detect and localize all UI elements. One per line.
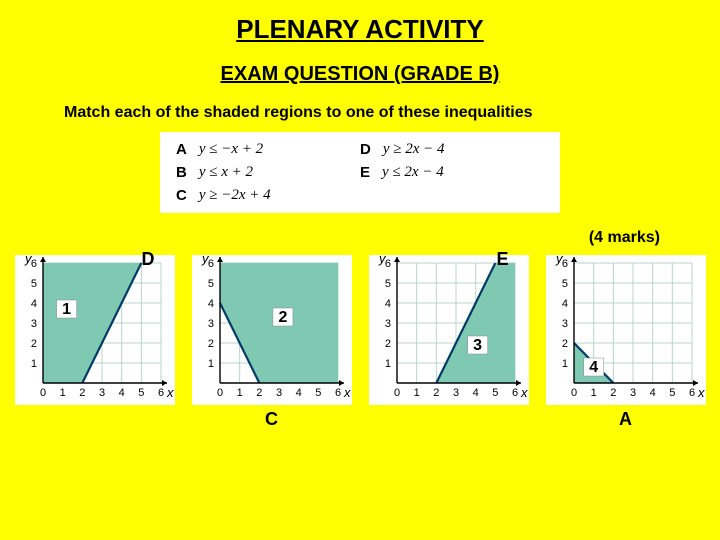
svg-text:2: 2 <box>384 338 390 350</box>
svg-text:1: 1 <box>62 301 71 318</box>
svg-text:2: 2 <box>561 338 567 350</box>
chart-svg: 0123456123456xy4 <box>546 255 706 405</box>
svg-text:2: 2 <box>207 338 213 350</box>
svg-text:5: 5 <box>492 387 498 399</box>
chart-2: 0123456123456xy2C <box>192 255 352 410</box>
svg-text:x: x <box>697 385 705 400</box>
ineq-expr: y ≤ −x + 2 <box>199 141 263 158</box>
svg-text:5: 5 <box>384 278 390 290</box>
inequality-A: A y ≤ −x + 2 <box>176 138 360 161</box>
answer-label-3: E <box>496 249 508 270</box>
svg-text:1: 1 <box>413 387 419 399</box>
svg-text:x: x <box>520 385 528 400</box>
svg-text:5: 5 <box>207 278 213 290</box>
svg-text:2: 2 <box>79 387 85 399</box>
ineq-label: A <box>176 141 187 158</box>
svg-text:6: 6 <box>688 387 694 399</box>
svg-text:2: 2 <box>30 338 36 350</box>
ineq-expr: y ≤ x + 2 <box>199 164 253 181</box>
ineq-expr: y ≤ 2x − 4 <box>382 164 444 181</box>
svg-text:3: 3 <box>629 387 635 399</box>
svg-text:4: 4 <box>207 298 213 310</box>
svg-text:5: 5 <box>30 278 36 290</box>
svg-text:1: 1 <box>384 358 390 370</box>
ineq-label: E <box>360 164 370 181</box>
ineq-expr: y ≥ −2x + 4 <box>199 187 271 204</box>
svg-text:5: 5 <box>138 387 144 399</box>
svg-text:4: 4 <box>472 387 478 399</box>
ineq-label: C <box>176 187 187 204</box>
ineq-label: B <box>176 164 187 181</box>
svg-text:1: 1 <box>59 387 65 399</box>
chart-svg: 0123456123456xy1 <box>15 255 175 405</box>
ineq-label: D <box>360 141 371 158</box>
svg-text:2: 2 <box>256 387 262 399</box>
svg-text:4: 4 <box>649 387 655 399</box>
svg-text:6: 6 <box>157 387 163 399</box>
svg-text:0: 0 <box>570 387 576 399</box>
svg-text:6: 6 <box>384 258 390 270</box>
svg-text:4: 4 <box>384 298 390 310</box>
charts-row: 0123456123456xy1D0123456123456xy2C012345… <box>0 247 720 410</box>
svg-text:6: 6 <box>511 387 517 399</box>
instruction-text: Match each of the shaded regions to one … <box>64 104 720 122</box>
chart-svg: 0123456123456xy3 <box>369 255 529 405</box>
chart-4: 0123456123456xy4A <box>546 255 706 410</box>
svg-text:6: 6 <box>334 387 340 399</box>
svg-text:1: 1 <box>561 358 567 370</box>
svg-text:0: 0 <box>216 387 222 399</box>
svg-text:0: 0 <box>39 387 45 399</box>
svg-text:1: 1 <box>590 387 596 399</box>
svg-text:4: 4 <box>589 359 598 376</box>
inequality-C: C y ≥ −2x + 4 <box>176 184 360 207</box>
svg-text:4: 4 <box>30 298 36 310</box>
svg-text:6: 6 <box>207 258 213 270</box>
answer-label-4: A <box>619 409 632 430</box>
svg-text:2: 2 <box>433 387 439 399</box>
svg-text:x: x <box>343 385 351 400</box>
answer-label-2: C <box>265 409 278 430</box>
page-title: PLENARY ACTIVITY <box>0 0 720 45</box>
inequalities-block: A y ≤ −x + 2 D y ≥ 2x − 4 B y ≤ x + 2 E … <box>160 132 560 213</box>
svg-text:3: 3 <box>275 387 281 399</box>
svg-text:6: 6 <box>561 258 567 270</box>
inequality-B: B y ≤ x + 2 <box>176 161 360 184</box>
svg-text:4: 4 <box>561 298 567 310</box>
inequality-E: E y ≤ 2x − 4 <box>360 161 544 184</box>
svg-text:5: 5 <box>669 387 675 399</box>
svg-text:1: 1 <box>236 387 242 399</box>
svg-text:5: 5 <box>561 278 567 290</box>
inequality-D: D y ≥ 2x − 4 <box>360 138 544 161</box>
svg-text:3: 3 <box>30 318 36 330</box>
answer-label-1: D <box>142 249 155 270</box>
svg-text:3: 3 <box>384 318 390 330</box>
svg-text:0: 0 <box>393 387 399 399</box>
svg-text:3: 3 <box>452 387 458 399</box>
svg-text:1: 1 <box>30 358 36 370</box>
svg-text:5: 5 <box>315 387 321 399</box>
svg-text:6: 6 <box>30 258 36 270</box>
svg-text:3: 3 <box>561 318 567 330</box>
svg-text:4: 4 <box>118 387 124 399</box>
svg-text:2: 2 <box>610 387 616 399</box>
marks-text: (4 marks) <box>0 229 660 247</box>
chart-1: 0123456123456xy1D <box>15 255 175 410</box>
svg-text:x: x <box>166 385 174 400</box>
svg-text:3: 3 <box>207 318 213 330</box>
ineq-expr: y ≥ 2x − 4 <box>383 141 445 158</box>
chart-svg: 0123456123456xy2 <box>192 255 352 405</box>
svg-text:3: 3 <box>98 387 104 399</box>
svg-text:4: 4 <box>295 387 301 399</box>
svg-text:3: 3 <box>473 337 482 354</box>
page-subtitle: EXAM QUESTION (GRADE B) <box>0 63 720 86</box>
chart-3: 0123456123456xy3E <box>369 255 529 410</box>
svg-text:1: 1 <box>207 358 213 370</box>
svg-text:2: 2 <box>278 309 287 326</box>
